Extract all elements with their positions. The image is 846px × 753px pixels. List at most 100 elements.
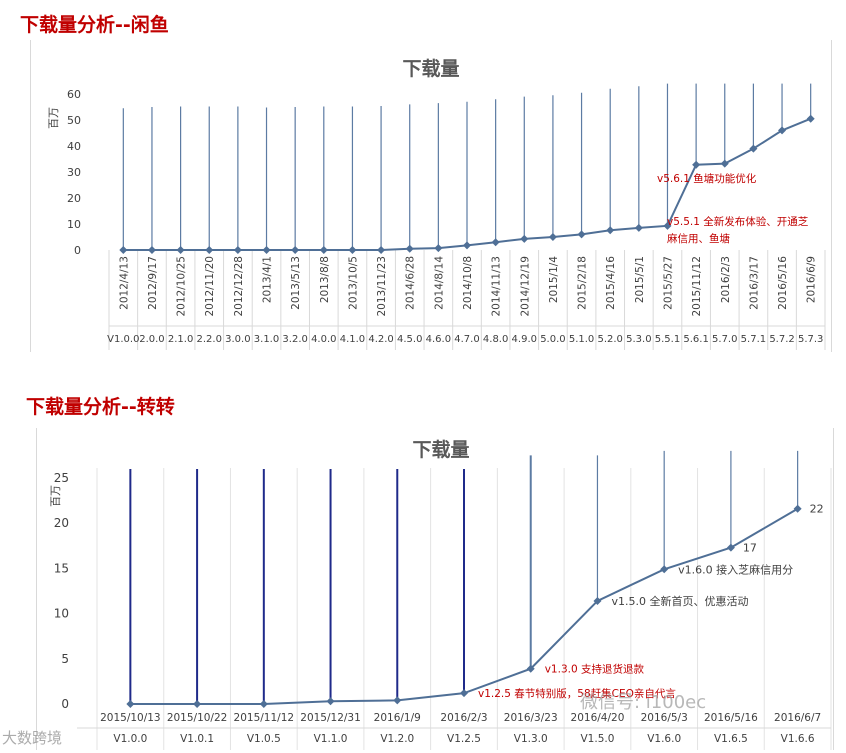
x-tick-label: 2013/11/23: [376, 256, 388, 317]
data-point: [634, 223, 643, 232]
version-label: 5.6.1: [683, 334, 708, 345]
version-label: 4.1.0: [340, 334, 365, 345]
version-label: 5.7.0: [712, 334, 737, 345]
data-point: [393, 696, 402, 705]
data-point: [577, 230, 586, 239]
annotation-v1.3.0: v1.3.0 支持退货退款: [545, 663, 645, 676]
version-label: 5.0.0: [540, 334, 565, 345]
y-tick-label: 15: [54, 561, 69, 575]
data-point: [460, 689, 468, 698]
x-tick-label: 2012/12/28: [233, 256, 245, 317]
x-tick-label: 2014/12/19: [519, 256, 531, 317]
version-label: 2.0.0: [139, 334, 164, 345]
data-point: [126, 700, 135, 708]
y-tick-label: 10: [67, 218, 81, 231]
version-label: 5.3.0: [626, 334, 651, 345]
version-label: 3.1.0: [254, 334, 279, 345]
x-tick-label: 2012/9/17: [147, 256, 159, 310]
data-point: [291, 246, 300, 254]
version-label: 3.0.0: [225, 334, 250, 345]
data-point: [348, 246, 357, 254]
version-label: 5.7.1: [741, 334, 766, 345]
data-point: [606, 226, 615, 235]
y-axis-unit: 百万: [47, 107, 60, 129]
x-tick-label: 2016/5/3: [641, 712, 688, 724]
version-label: 5.2.0: [597, 334, 622, 345]
annotation-v1.6.0: v1.6.0 接入芝麻信用分: [678, 562, 793, 576]
data-point: [806, 114, 815, 123]
version-label: V1.2.0: [380, 733, 414, 745]
y-tick-label: 40: [67, 140, 81, 153]
data-point: [326, 697, 335, 706]
x-tick-label: 2012/11/20: [204, 256, 216, 317]
data-point: [434, 244, 443, 253]
data-point: [259, 700, 268, 708]
version-label: V1.0.0: [107, 334, 139, 345]
x-tick-label: 2015/10/22: [167, 712, 228, 724]
chart-panel-xianyu: 下载量 百万 0 10 20 30 40 50 60 2012/4/13 2012/9/17 2012…: [30, 40, 832, 352]
version-label: V1.6.6: [781, 733, 815, 745]
annotation-v1.5.0: v1.5.0 全新首页、优惠活动: [611, 594, 748, 608]
chart-panel-zhuanzhuan: 下载量 百万 0 5 10 15 20 25 17 22 2015/10/13 2015/10/22 2…: [36, 428, 834, 750]
version-label: V1.2.5: [447, 733, 481, 745]
x-tick-label: 2016/4/20: [571, 712, 625, 724]
x-tick-label: 2013/4/1: [262, 256, 274, 303]
data-point: [526, 664, 535, 673]
y-tick-label: 50: [67, 114, 81, 127]
x-tick-label: 2016/3/17: [748, 256, 760, 310]
x-tick-label: 2016/2/3: [720, 256, 732, 303]
data-point: [147, 246, 156, 254]
y-tick-label: 60: [67, 88, 81, 101]
y-tick-label: 25: [54, 471, 69, 485]
data-point: [593, 596, 602, 605]
version-label: V1.0.5: [247, 733, 281, 745]
y-tick-label: 5: [61, 652, 69, 666]
version-label: V1.0.1: [180, 733, 214, 745]
version-label: 4.8.0: [483, 334, 508, 345]
annotation-v561: v5.6.1 鱼塘功能优化: [657, 172, 757, 185]
x-tick-label: 2015/12/31: [300, 712, 361, 724]
data-point: [233, 246, 242, 254]
x-tick-label: 2016/5/16: [704, 712, 758, 724]
version-label: 5.1.0: [569, 334, 594, 345]
version-label: 4.7.0: [454, 334, 479, 345]
version-label: 4.0.0: [311, 334, 336, 345]
data-point: [663, 221, 672, 230]
data-point: [405, 244, 414, 253]
version-label: 5.5.1: [655, 334, 680, 345]
x-tick-label: 2015/4/16: [605, 256, 617, 310]
version-label: 5.7.2: [769, 334, 794, 345]
data-point: [119, 246, 128, 254]
version-label: 4.9.0: [512, 334, 537, 345]
y-tick-label: 20: [54, 516, 69, 530]
version-label: V1.5.0: [581, 733, 615, 745]
section-heading-xianyu: 下载量分析--闲鱼: [20, 14, 169, 36]
data-point: [377, 246, 386, 254]
data-point: [205, 246, 214, 254]
version-label: 3.2.0: [282, 334, 307, 345]
x-tick-label: 2016/3/23: [504, 712, 558, 724]
x-tick-label: 2016/6/9: [806, 256, 818, 303]
y-axis-unit: 百万: [49, 485, 62, 507]
y-tick-label: 20: [67, 192, 81, 205]
x-tick-label: 2016/1/9: [374, 712, 421, 724]
data-point: [491, 238, 500, 247]
version-label: V1.0.0: [113, 733, 147, 745]
version-label: V1.6.0: [647, 733, 681, 745]
chart-title: 下载量: [402, 57, 459, 80]
version-label: V1.3.0: [514, 733, 548, 745]
y-tick-label: 0: [74, 244, 81, 257]
x-tick-label: 2015/5/1: [634, 256, 646, 303]
version-label: 2.2.0: [197, 334, 222, 345]
x-tick-label: 2015/1/4: [548, 256, 560, 303]
data-point: [692, 160, 701, 169]
data-point: [520, 234, 529, 243]
data-point: [548, 233, 557, 241]
x-tick-label: 2014/11/13: [491, 256, 503, 317]
version-label: 4.5.0: [397, 334, 422, 345]
x-tick-label: 2013/10/5: [347, 256, 359, 310]
data-point: [176, 246, 185, 254]
x-tick-label: 2015/2/18: [577, 256, 589, 310]
